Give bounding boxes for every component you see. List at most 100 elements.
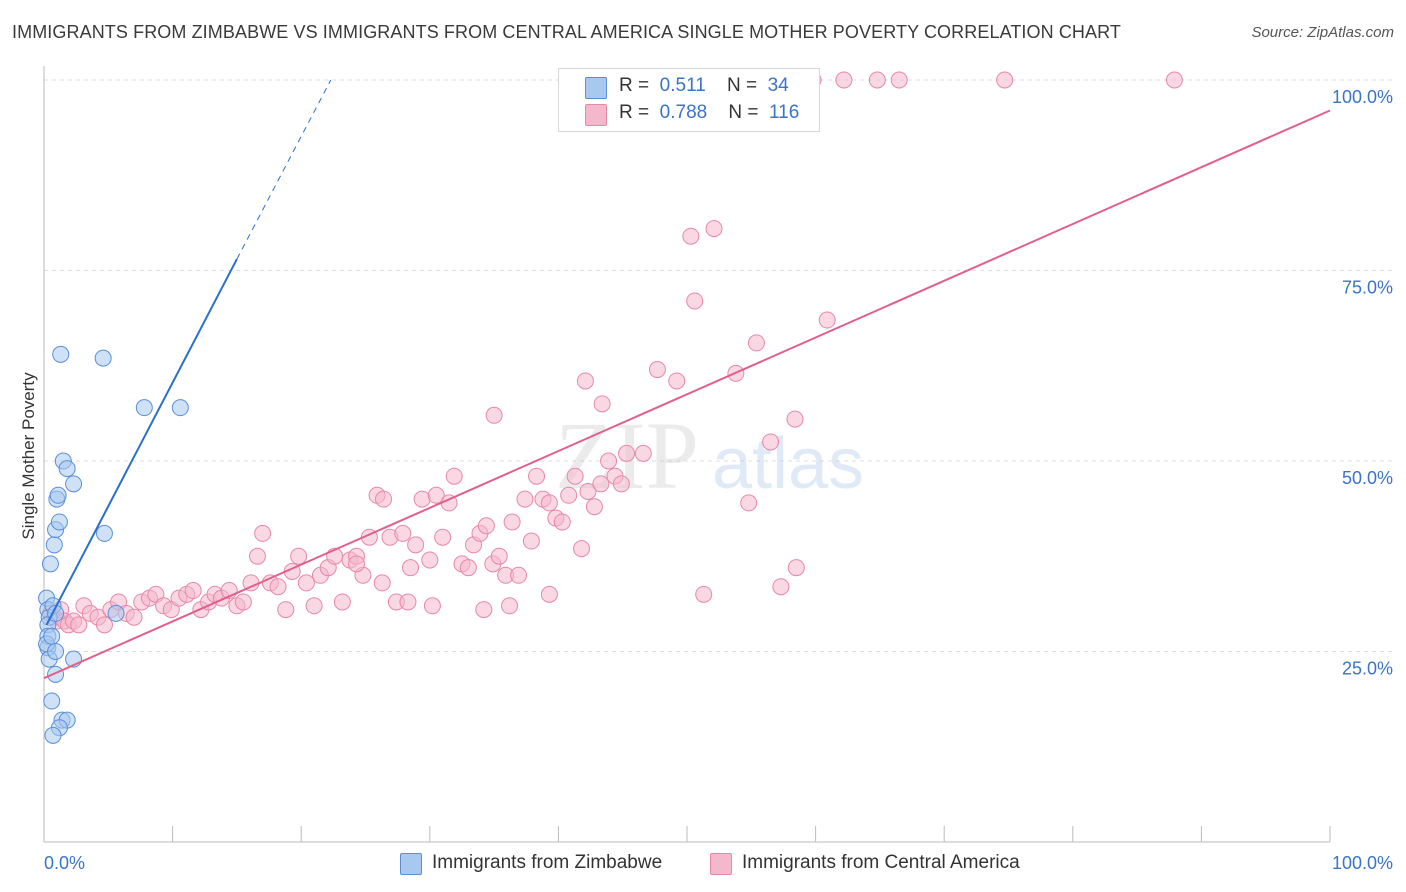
data-point (413, 490, 431, 508)
data-point (427, 486, 445, 504)
data-point (277, 601, 295, 619)
data-point (297, 574, 315, 592)
data-point (333, 593, 351, 611)
data-point (668, 372, 686, 390)
correlation-legend: R = 0.511 N = 34 R = 0.788 N = 116 (558, 68, 820, 132)
data-point (996, 71, 1014, 89)
data-point (786, 410, 804, 428)
data-point (772, 578, 790, 596)
data-point (50, 513, 68, 531)
data-point (423, 597, 441, 615)
data-point (634, 444, 652, 462)
watermark-atlas: atlas (712, 424, 864, 504)
data-point (762, 433, 780, 451)
tick-labels: 25.0% 50.0% 75.0% 100.0% 0.0% 100.0% (44, 87, 1393, 873)
data-point (52, 345, 70, 363)
data-point (171, 399, 189, 417)
data-point (475, 601, 493, 619)
data-point (49, 486, 67, 504)
data-point (593, 395, 611, 413)
data-point (540, 585, 558, 603)
data-point (41, 555, 59, 573)
data-point (399, 593, 417, 611)
data-point (585, 498, 603, 516)
zimbabwe-legend-label: Immigrants from Zimbabwe (432, 852, 663, 873)
grid-lines (44, 79, 1396, 652)
data-point (254, 524, 272, 542)
central-america-swatch (585, 104, 607, 126)
data-point (248, 547, 266, 565)
n-value-zimbabwe: 34 (767, 75, 789, 96)
watermark: ZIP atlas (555, 402, 864, 509)
data-point (58, 460, 76, 478)
data-point (47, 665, 65, 683)
n-value-central-america: 116 (769, 102, 800, 123)
data-point (269, 578, 287, 596)
axes (43, 66, 1331, 843)
r-label: R = (619, 102, 650, 123)
data-point (234, 593, 252, 611)
data-point (540, 494, 558, 512)
y-tick-label: 25.0% (1342, 659, 1393, 679)
central-america-points (41, 71, 1183, 634)
data-point (818, 311, 836, 329)
y-tick-label: 100.0% (1332, 87, 1393, 107)
data-point (600, 452, 618, 470)
data-point (686, 292, 704, 310)
n-label: N = (726, 75, 758, 96)
data-point (573, 540, 591, 558)
data-point (43, 627, 61, 645)
data-point (135, 399, 153, 417)
data-point (485, 406, 503, 424)
data-point (868, 71, 886, 89)
data-point (553, 513, 571, 531)
data-point (501, 597, 519, 615)
data-point (560, 486, 578, 504)
data-point (70, 616, 88, 634)
x-tick-label: 0.0% (44, 853, 85, 873)
data-point (421, 551, 439, 569)
y-axis-label: Single Mother Poverty (19, 372, 38, 540)
data-point (503, 513, 521, 531)
data-point (528, 467, 546, 485)
data-point (394, 524, 412, 542)
r-label: R = (619, 75, 650, 96)
data-point (648, 361, 666, 379)
zimbabwe-swatch (585, 77, 607, 99)
trend-lines (43, 79, 1331, 680)
data-point (434, 528, 452, 546)
data-point (618, 444, 636, 462)
data-point (125, 608, 143, 626)
data-point (682, 227, 700, 245)
data-point (705, 220, 723, 238)
data-point (47, 643, 65, 660)
zimbabwe-trend-line (45, 258, 238, 626)
n-label: N = (728, 102, 759, 123)
data-point (43, 692, 61, 710)
data-point (477, 517, 495, 535)
y-tick-label: 75.0% (1342, 278, 1393, 298)
data-point (579, 482, 597, 500)
data-point (490, 547, 508, 565)
chart-title: IMMIGRANTS FROM ZIMBABWE VS IMMIGRANTS F… (12, 22, 1122, 42)
y-tick-label: 50.0% (1342, 468, 1393, 488)
data-point (522, 532, 540, 550)
data-point (1165, 71, 1183, 89)
central-america-legend-label: Immigrants from Central America (742, 852, 1020, 873)
data-point (65, 475, 83, 493)
data-point (95, 524, 113, 542)
data-point (890, 71, 908, 89)
zimbabwe-trend-extension (236, 79, 332, 260)
data-point (290, 547, 308, 565)
data-point (107, 604, 125, 622)
data-point (740, 494, 758, 512)
data-point (95, 616, 113, 634)
data-point (835, 71, 853, 89)
data-point (612, 475, 630, 493)
data-point (373, 574, 391, 592)
central-america-trend-line (43, 109, 1331, 680)
data-point (576, 372, 594, 390)
data-point (184, 582, 202, 600)
zimbabwe-points (38, 345, 189, 744)
